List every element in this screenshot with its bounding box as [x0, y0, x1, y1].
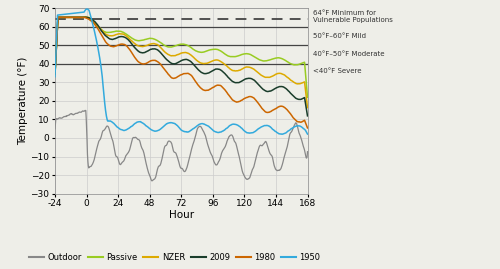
X-axis label: Hour: Hour: [168, 210, 194, 220]
Text: 40°F–50°F Moderate: 40°F–50°F Moderate: [312, 51, 384, 58]
Legend: Outdoor, Passive, NZER, 2009, 1980, 1950: Outdoor, Passive, NZER, 2009, 1980, 1950: [26, 249, 324, 265]
Text: <40°F Severe: <40°F Severe: [312, 68, 361, 74]
Text: 64°F Minimum for
Vulnerable Populations: 64°F Minimum for Vulnerable Populations: [312, 10, 392, 23]
Y-axis label: Temperature (°F): Temperature (°F): [18, 57, 28, 145]
Text: 50°F–60°F Mild: 50°F–60°F Mild: [312, 33, 366, 39]
